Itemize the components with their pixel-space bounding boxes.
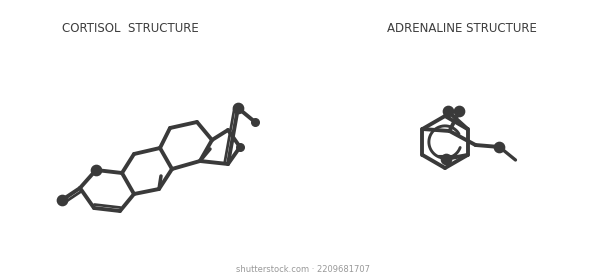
Text: ADRENALINE STRUCTURE: ADRENALINE STRUCTURE [387,22,537,34]
Point [233,106,243,110]
Point [454,109,464,113]
Point [494,145,504,149]
Text: CORTISOL  STRUCTURE: CORTISOL STRUCTURE [62,22,198,34]
Point [442,109,452,113]
Point [57,198,67,202]
Point [250,120,260,124]
Point [91,168,101,172]
Text: shutterstock.com · 2209681707: shutterstock.com · 2209681707 [236,265,370,274]
Point [235,145,245,149]
Point [441,157,450,161]
